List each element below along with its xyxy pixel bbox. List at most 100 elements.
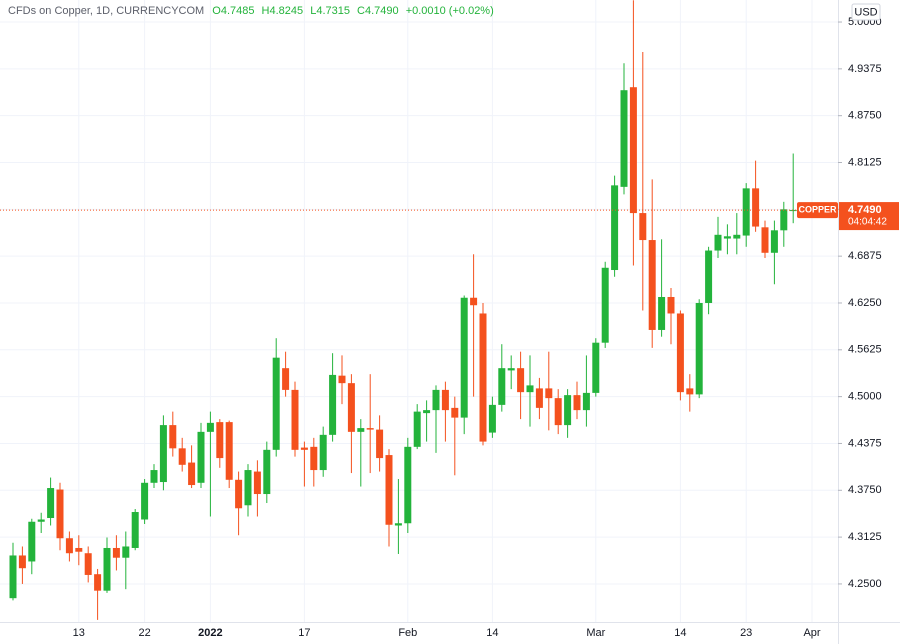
candle-body (244, 470, 252, 506)
x-tick-label: 17 (298, 627, 310, 639)
y-tick-label: 4.6875 (848, 250, 882, 262)
candle-body (582, 392, 590, 411)
candle-body (159, 425, 167, 483)
candle-body (75, 547, 83, 552)
y-tick-label: 4.5000 (848, 391, 882, 403)
symbol-tag-label: COPPER (798, 204, 837, 214)
candle-body (676, 313, 684, 393)
candle-body (441, 389, 449, 411)
candle-body (263, 449, 271, 495)
candle-body (526, 385, 534, 393)
candle-body (18, 555, 26, 569)
candle-body (188, 462, 196, 486)
currency-label: USD (854, 6, 877, 18)
x-tick-label: Feb (398, 627, 417, 639)
x-tick-label: 22 (138, 627, 150, 639)
candle-body (564, 395, 572, 426)
candle-body (141, 482, 149, 520)
candle-body (394, 523, 402, 526)
candle-body (470, 297, 478, 306)
candle-body (686, 388, 694, 395)
candle-body (488, 404, 496, 433)
y-tick-label: 4.2500 (848, 578, 882, 590)
candle-body (413, 411, 421, 447)
ohlc-high: H4.8245 (261, 5, 304, 17)
candle-body (479, 313, 487, 442)
candle-body (9, 555, 17, 599)
candle-body (385, 455, 393, 525)
candle-body (404, 446, 412, 524)
legend-header: CFDs on Copper, 1D, CURRENCYCOM O4.7485 … (8, 5, 498, 17)
candle-body (291, 389, 299, 450)
candle-body (460, 297, 468, 418)
y-tick-label: 4.3750 (848, 484, 882, 496)
candles (9, 0, 797, 620)
candle-body (554, 398, 562, 426)
candle-body (150, 470, 158, 483)
candle-body (620, 90, 628, 187)
candle-body (742, 188, 750, 236)
candle-body (629, 87, 637, 214)
candle-body (282, 368, 290, 390)
candle-body (639, 213, 647, 241)
candle-body (376, 429, 384, 459)
candle-body (517, 368, 525, 393)
candle-body (498, 368, 506, 405)
candle-body (535, 388, 543, 408)
candle-body (65, 538, 73, 554)
candle-body (695, 302, 703, 395)
candle-body (272, 357, 280, 450)
candle-body (216, 422, 224, 459)
y-tick-label: 4.4375 (848, 437, 882, 449)
y-tick-label: 4.8750 (848, 110, 882, 122)
y-tick-label: 4.3125 (848, 531, 882, 543)
candle-body (592, 342, 600, 393)
candle-body (28, 521, 36, 562)
x-tick-label: Mar (586, 627, 605, 639)
candle-body (611, 185, 619, 271)
candle-body (573, 395, 581, 411)
candle-body (347, 383, 355, 432)
candle-body (47, 488, 55, 519)
x-tick-label: 14 (674, 627, 686, 639)
candle-body (357, 428, 365, 432)
candle-body (338, 375, 346, 384)
candle-body (733, 234, 741, 239)
countdown-label: 04:04:42 (848, 217, 887, 228)
symbol-tag (797, 202, 838, 219)
candle-body (601, 267, 609, 343)
candle-body (169, 425, 177, 449)
candle-body (319, 434, 327, 471)
candle-body (329, 374, 337, 435)
currency-box (851, 3, 881, 21)
candle-body (94, 574, 102, 591)
candle-body (131, 512, 139, 548)
candle-body (366, 428, 374, 430)
candle-body (225, 422, 233, 480)
candle-body (714, 234, 722, 251)
candle-body (432, 389, 440, 411)
y-tick-label: 4.8125 (848, 156, 882, 168)
x-tick-label: 14 (486, 627, 498, 639)
candle-body (253, 471, 261, 495)
candle-body (545, 388, 553, 399)
price-tag-label: 4.7490 (848, 204, 882, 216)
y-tick-label: 4.5625 (848, 344, 882, 356)
x-tick-label: 23 (740, 627, 752, 639)
x-tick-label: Apr (803, 627, 820, 639)
price-tag (839, 202, 899, 231)
candle-body (122, 546, 130, 558)
candle-body (770, 230, 778, 253)
candle-body (451, 407, 459, 418)
y-tick-label: 4.9375 (848, 63, 882, 75)
ohlc-open: O4.7485 (212, 5, 255, 17)
candle-body (723, 236, 731, 239)
candle-body (178, 448, 186, 465)
candle-body (206, 422, 214, 432)
candle-body (197, 431, 205, 483)
ohlc-close: C4.7490 (357, 5, 399, 17)
x-tick-label: 13 (73, 627, 85, 639)
candle-body (752, 188, 760, 227)
candle-body (37, 519, 45, 522)
